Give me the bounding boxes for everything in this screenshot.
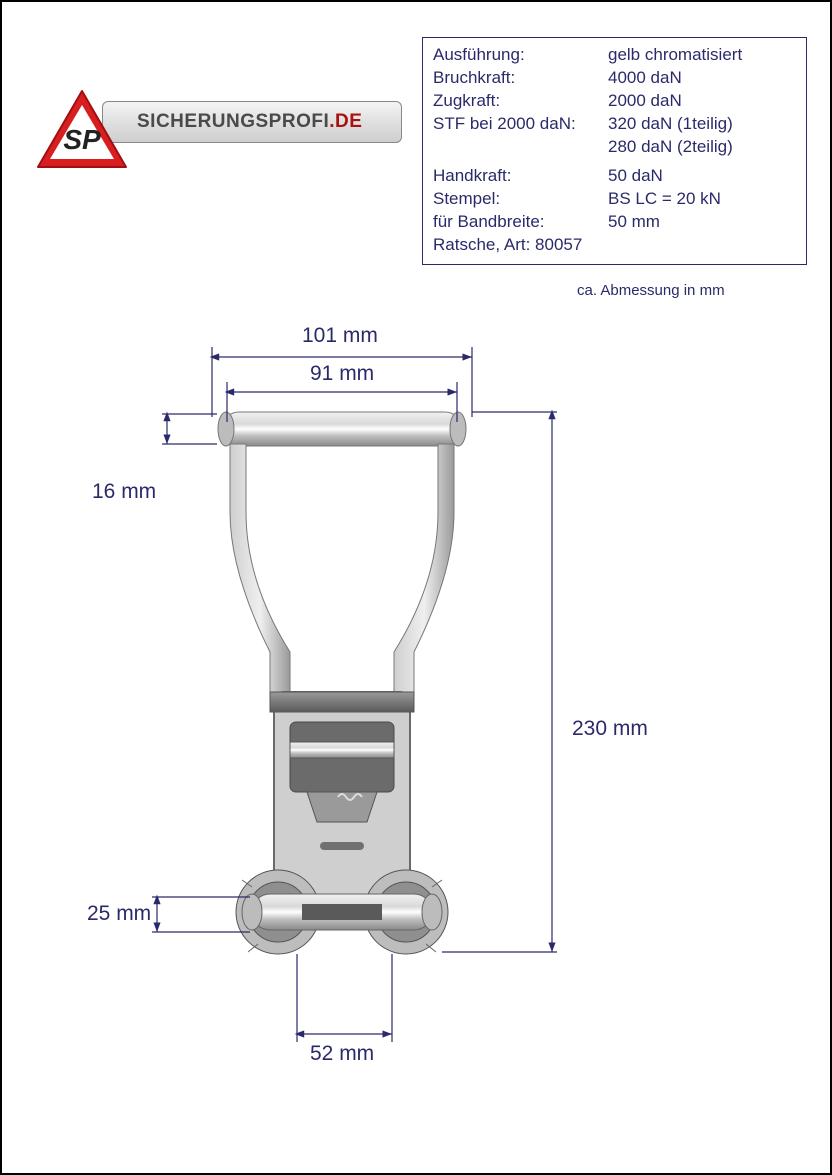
brand-logo: SICHERUNGSPROFI.DE SP <box>32 87 412 167</box>
spec-row: Zugkraft: 2000 daN <box>433 90 796 113</box>
spec-row: Stempel: BS LC = 20 kN <box>433 188 796 211</box>
spec-row: 280 daN (2teilig) <box>433 136 796 159</box>
spec-footer: Ratsche, Art: 80057 <box>433 234 796 257</box>
brand-text-main: SICHERUNGSPROFI <box>137 111 329 133</box>
spec-row: Handkraft: 50 daN <box>433 165 796 188</box>
brand-text-suffix: .DE <box>329 111 362 133</box>
spec-label: Ausführung: <box>433 44 608 67</box>
spec-value: 50 mm <box>608 211 796 234</box>
spec-row: Ausführung: gelb chromatisiert <box>433 44 796 67</box>
dimension-caption: ca. Abmessung in mm <box>577 282 725 299</box>
dim-height: 230 mm <box>572 717 648 741</box>
dim-width-bottom: 52 mm <box>310 1042 374 1066</box>
spec-value: 2000 daN <box>608 90 796 113</box>
spec-label: Bruchkraft: <box>433 67 608 90</box>
spec-row: für Bandbreite: 50 mm <box>433 211 796 234</box>
dim-width-inner: 91 mm <box>310 362 374 386</box>
dimension-lines <box>2 322 832 1162</box>
spec-label: Handkraft: <box>433 165 608 188</box>
spec-value: 50 daN <box>608 165 796 188</box>
brand-triangle-icon: SP <box>32 87 132 175</box>
spec-row: STF bei 2000 daN: 320 daN (1teilig) <box>433 113 796 136</box>
spec-value: gelb chromatisiert <box>608 44 796 67</box>
spec-value: 280 daN (2teilig) <box>608 136 796 159</box>
dim-axle-dia: 25 mm <box>87 902 151 926</box>
spec-label: Zugkraft: <box>433 90 608 113</box>
spec-row: Bruchkraft: 4000 daN <box>433 67 796 90</box>
page: SICHERUNGSPROFI.DE SP Ausführung: gelb c… <box>0 0 832 1175</box>
spec-label: STF bei 2000 daN: <box>433 113 608 136</box>
spec-table: Ausführung: gelb chromatisiert Bruchkraf… <box>422 37 807 265</box>
spec-value: 4000 daN <box>608 67 796 90</box>
spec-value: BS LC = 20 kN <box>608 188 796 211</box>
spec-label <box>433 136 608 159</box>
spec-value: 320 daN (1teilig) <box>608 113 796 136</box>
brand-bar: SICHERUNGSPROFI.DE <box>102 101 402 143</box>
brand-initials: SP <box>63 124 101 155</box>
dim-width-outer: 101 mm <box>302 324 378 348</box>
spec-label: für Bandbreite: <box>433 211 608 234</box>
technical-diagram: 101 mm 91 mm 16 mm 230 mm 25 mm 52 mm <box>2 322 832 1162</box>
spec-label: Stempel: <box>433 188 608 211</box>
dim-bar-dia: 16 mm <box>92 480 156 504</box>
